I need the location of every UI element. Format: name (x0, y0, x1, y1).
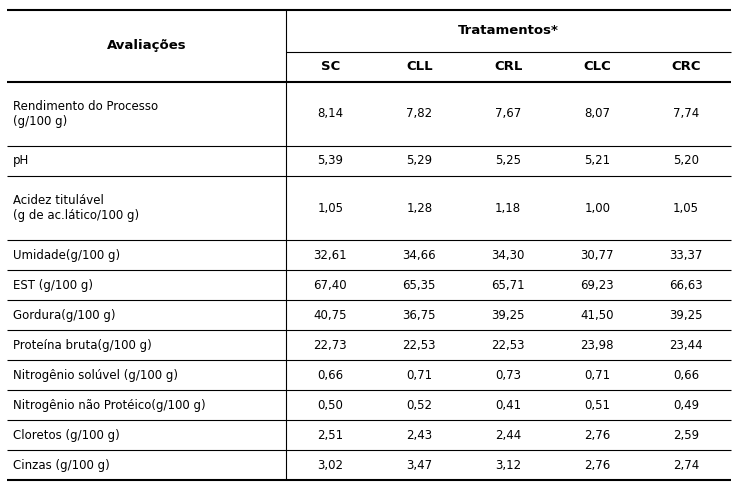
Text: 39,25: 39,25 (669, 309, 703, 321)
Text: 1,18: 1,18 (495, 201, 521, 215)
Text: 22,53: 22,53 (492, 339, 525, 352)
Text: 0,71: 0,71 (584, 368, 610, 382)
Text: EST (g/100 g): EST (g/100 g) (13, 279, 93, 292)
Text: 65,35: 65,35 (402, 279, 436, 292)
Text: 5,25: 5,25 (495, 154, 521, 168)
Text: 69,23: 69,23 (580, 279, 614, 292)
Text: Umidade(g/100 g): Umidade(g/100 g) (13, 248, 120, 262)
Text: 65,71: 65,71 (492, 279, 525, 292)
Text: 0,49: 0,49 (673, 399, 699, 412)
Text: CRL: CRL (494, 60, 523, 74)
Text: 3,02: 3,02 (317, 459, 343, 472)
Text: 1,05: 1,05 (673, 201, 699, 215)
Text: 5,29: 5,29 (406, 154, 432, 168)
Text: 66,63: 66,63 (669, 279, 703, 292)
Text: 34,66: 34,66 (402, 248, 436, 262)
Text: 0,66: 0,66 (317, 368, 343, 382)
Text: 0,52: 0,52 (406, 399, 432, 412)
Text: 2,43: 2,43 (406, 429, 432, 441)
Text: Nitrogênio não Protéico(g/100 g): Nitrogênio não Protéico(g/100 g) (13, 399, 206, 412)
Text: Nitrogênio solúvel (g/100 g): Nitrogênio solúvel (g/100 g) (13, 368, 179, 382)
Text: 8,14: 8,14 (317, 107, 343, 121)
Text: Acidez titulável
(g de ac.lático/100 g): Acidez titulável (g de ac.lático/100 g) (13, 194, 139, 222)
Text: 34,30: 34,30 (492, 248, 525, 262)
Text: 0,66: 0,66 (673, 368, 699, 382)
Text: 0,71: 0,71 (406, 368, 432, 382)
Text: 7,74: 7,74 (673, 107, 700, 121)
Text: 5,20: 5,20 (673, 154, 699, 168)
Text: 22,53: 22,53 (402, 339, 436, 352)
Text: 2,51: 2,51 (317, 429, 343, 441)
Text: CLL: CLL (406, 60, 432, 74)
Text: 22,73: 22,73 (314, 339, 347, 352)
Text: CLC: CLC (583, 60, 611, 74)
Text: CRC: CRC (672, 60, 701, 74)
Text: Cinzas (g/100 g): Cinzas (g/100 g) (13, 459, 110, 472)
Text: 32,61: 32,61 (314, 248, 347, 262)
Text: 39,25: 39,25 (492, 309, 525, 321)
Text: 30,77: 30,77 (580, 248, 614, 262)
Text: Cloretos (g/100 g): Cloretos (g/100 g) (13, 429, 120, 441)
Text: 5,39: 5,39 (317, 154, 343, 168)
Text: 5,21: 5,21 (584, 154, 610, 168)
Text: 1,05: 1,05 (317, 201, 343, 215)
Text: 1,28: 1,28 (406, 201, 432, 215)
Text: 0,50: 0,50 (317, 399, 343, 412)
Text: 33,37: 33,37 (669, 248, 703, 262)
Text: 23,44: 23,44 (669, 339, 703, 352)
Text: 2,44: 2,44 (495, 429, 521, 441)
Text: 23,98: 23,98 (580, 339, 614, 352)
Text: Gordura(g/100 g): Gordura(g/100 g) (13, 309, 116, 321)
Text: 7,67: 7,67 (495, 107, 521, 121)
Text: Proteína bruta(g/100 g): Proteína bruta(g/100 g) (13, 339, 152, 352)
Text: 36,75: 36,75 (402, 309, 436, 321)
Text: 40,75: 40,75 (314, 309, 347, 321)
Text: 2,59: 2,59 (673, 429, 699, 441)
Text: 67,40: 67,40 (314, 279, 347, 292)
Text: Avaliações: Avaliações (107, 39, 187, 52)
Text: 1,00: 1,00 (584, 201, 610, 215)
Text: 3,47: 3,47 (406, 459, 432, 472)
Text: SC: SC (321, 60, 340, 74)
Text: Rendimento do Processo
(g/100 g): Rendimento do Processo (g/100 g) (13, 100, 159, 128)
Text: 3,12: 3,12 (495, 459, 521, 472)
Text: 8,07: 8,07 (584, 107, 610, 121)
Text: 7,82: 7,82 (406, 107, 432, 121)
Text: pH: pH (13, 154, 30, 168)
Text: 0,41: 0,41 (495, 399, 521, 412)
Text: 0,51: 0,51 (584, 399, 610, 412)
Text: 2,76: 2,76 (584, 459, 610, 472)
Text: 2,76: 2,76 (584, 429, 610, 441)
Text: 41,50: 41,50 (580, 309, 614, 321)
Text: Tratamentos*: Tratamentos* (458, 24, 559, 37)
Text: 2,74: 2,74 (673, 459, 700, 472)
Text: 0,73: 0,73 (495, 368, 521, 382)
